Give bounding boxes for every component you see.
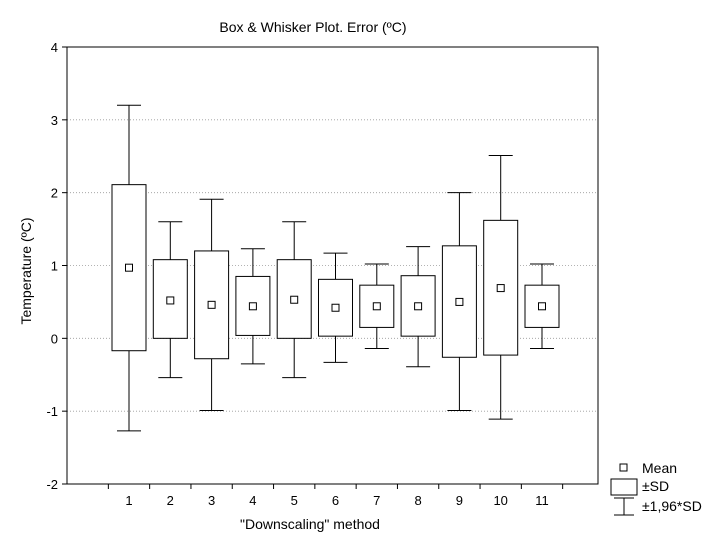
- mean-marker: [166, 296, 175, 305]
- box-group-4: [235, 248, 271, 365]
- y-tick-label: 3: [51, 113, 58, 128]
- chart-title: Box & Whisker Plot. Error (ºC): [219, 19, 406, 35]
- mean-marker: [331, 303, 340, 312]
- box-group-11: [524, 263, 560, 350]
- mean-marker: [290, 295, 299, 304]
- y-tick-marks: -2 -1 0 1 2 3 4: [46, 40, 67, 492]
- x-tick-label: 6: [332, 493, 339, 508]
- legend-sd-icon: [610, 478, 638, 496]
- mean-marker: [414, 302, 423, 311]
- box-group-10: [483, 155, 519, 420]
- box-group-1: [111, 104, 147, 432]
- mean-marker: [538, 302, 546, 311]
- legend-whisker-label: ±1,96*SD: [642, 498, 702, 514]
- boxes: [111, 104, 560, 432]
- legend-sd-label: ±SD: [642, 478, 669, 494]
- x-axis-title: "Downscaling" method: [240, 516, 380, 532]
- x-tick-label: 3: [208, 493, 215, 508]
- x-tick-label: 11: [535, 493, 549, 508]
- y-tick-label: -2: [46, 477, 58, 492]
- y-tick-label: 4: [51, 40, 58, 55]
- legend: Mean ±SD ±1,96*SD: [610, 460, 702, 516]
- y-tick-label: 2: [51, 186, 58, 201]
- box-group-8: [400, 246, 436, 368]
- mean-marker: [207, 300, 216, 309]
- box-group-3: [194, 198, 230, 411]
- x-tick-marks: [107, 484, 564, 489]
- box-group-2: [152, 221, 188, 379]
- box-group-5: [276, 221, 312, 379]
- box-group-6: [318, 252, 353, 363]
- x-tick-label: 4: [249, 493, 256, 508]
- x-tick-label: 7: [373, 493, 380, 508]
- y-tick-label: 0: [51, 331, 58, 346]
- x-tick-label: 9: [456, 493, 463, 508]
- y-tick-label: 1: [51, 259, 58, 274]
- mean-marker: [496, 284, 505, 293]
- box-group-9: [441, 192, 477, 411]
- grid-lines: [67, 119, 598, 412]
- legend-whisker-icon: [614, 497, 634, 516]
- x-tick-label: 1: [125, 493, 132, 508]
- mean-marker: [125, 263, 133, 272]
- x-tick-label: 10: [493, 493, 507, 508]
- sd-box: [276, 259, 312, 339]
- mean-marker: [248, 302, 257, 311]
- x-tick-label: 8: [414, 493, 421, 508]
- x-tick-label: 5: [291, 493, 298, 508]
- plot-frame: [66, 46, 599, 485]
- sd-box: [524, 284, 560, 328]
- y-tick-label: -1: [46, 404, 58, 419]
- mean-marker: [372, 302, 381, 311]
- x-tick-label: 2: [167, 493, 174, 508]
- legend-mean-icon: [619, 463, 628, 472]
- legend-mean-label: Mean: [642, 460, 677, 476]
- mean-marker: [455, 297, 464, 306]
- box-group-7: [359, 263, 395, 350]
- y-axis-title: Temperature (ºC): [18, 217, 34, 324]
